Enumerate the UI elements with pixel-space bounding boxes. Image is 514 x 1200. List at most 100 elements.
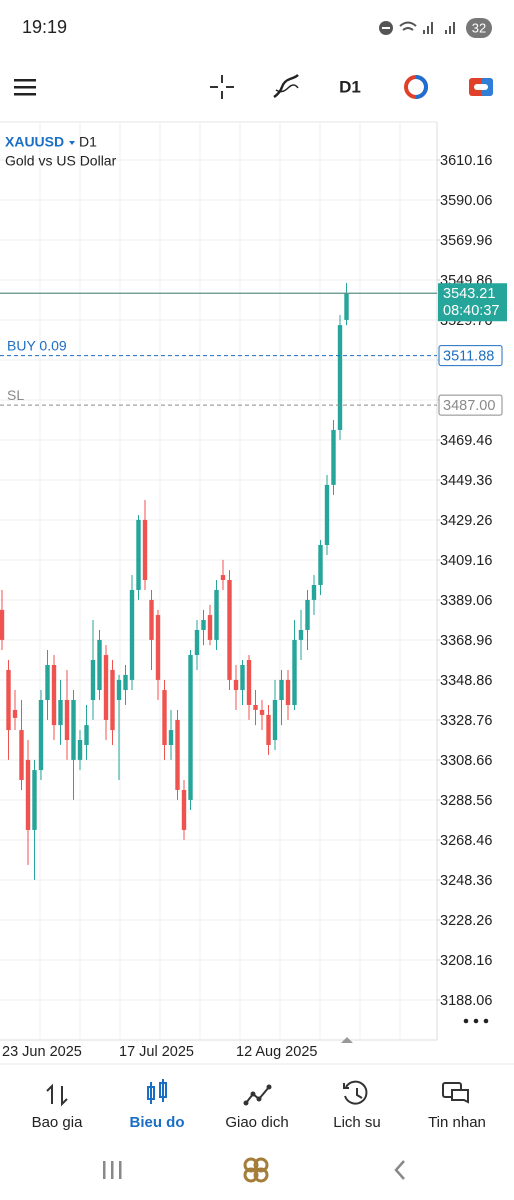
candle-body <box>181 789 187 830</box>
candle-body <box>90 660 96 701</box>
candle-body <box>207 615 213 640</box>
candle-body <box>240 664 245 691</box>
candle-body <box>272 700 278 741</box>
x-tick-label: 17 Jul 2025 <box>119 1044 194 1060</box>
last-price-tag <box>438 283 507 322</box>
history-icon[interactable] <box>343 1080 368 1105</box>
candle-body <box>71 700 76 760</box>
timeframe-button[interactable]: D1 <box>339 77 361 96</box>
candle-body <box>220 575 226 581</box>
candle-body <box>103 655 109 720</box>
plot: 23 Jun 2025 17 Jul 2025 12 Aug 2025 <box>0 282 349 1060</box>
candle-body <box>259 709 265 715</box>
more-button[interactable] <box>463 1018 489 1024</box>
candle-body <box>305 599 310 630</box>
nav-item[interactable]: Bao gia <box>32 1114 84 1131</box>
level-price: 3487.00 <box>443 398 495 414</box>
candle-body <box>331 429 336 485</box>
candle-body <box>32 770 37 830</box>
candle-body <box>58 700 63 726</box>
chart-symbol[interactable]: XAUUSD <box>5 134 64 150</box>
chart-subtitle: Gold vs US Dollar <box>5 153 117 169</box>
candle-body <box>45 664 50 701</box>
candle-body <box>6 669 11 731</box>
crosshair-button[interactable] <box>210 75 234 99</box>
candle-body <box>188 655 193 800</box>
candle-body <box>311 584 317 600</box>
menu-button[interactable] <box>14 79 36 96</box>
y-tick-label: 3348.86 <box>440 673 492 689</box>
objects-button[interactable] <box>404 75 428 99</box>
candle-body <box>279 679 284 701</box>
y-tick-label: 3368.96 <box>440 633 492 649</box>
chart-icon[interactable] <box>147 1079 167 1104</box>
candle-body <box>266 714 271 745</box>
bottom-nav: Bao gia Bieu do Giao dich Lich su Tin nhan <box>32 1079 486 1131</box>
level-name: SL <box>7 387 24 403</box>
candle-body <box>129 589 135 680</box>
candle-body <box>292 639 297 705</box>
recent-apps[interactable] <box>103 1161 122 1179</box>
nav-item[interactable]: Bieu do <box>130 1114 185 1131</box>
nav-item[interactable]: Lich su <box>333 1114 381 1131</box>
candle-body <box>344 293 349 320</box>
y-tick-label: 3328.76 <box>440 713 492 729</box>
grid: 3188.06 3208.16 3228.26 3248.36 3268.46 3288.… <box>0 122 492 1040</box>
candle-body <box>337 325 343 430</box>
level-name: BUY 0.09 <box>7 337 67 353</box>
candle-body <box>155 615 161 680</box>
status-time: 19:19 <box>22 17 67 37</box>
level-tag <box>438 345 503 367</box>
y-tick-label: 3569.96 <box>440 233 492 249</box>
trade-button[interactable] <box>469 78 493 96</box>
candle-body <box>227 580 232 680</box>
system-nav <box>103 1157 405 1183</box>
nav-item[interactable]: Tin nhan <box>428 1114 486 1131</box>
candle-body <box>324 484 330 545</box>
candle-body <box>142 519 148 581</box>
y-tick-label: 3429.26 <box>440 513 492 529</box>
candle-body <box>214 589 219 640</box>
level-tag <box>438 394 503 416</box>
candle-body <box>110 669 115 731</box>
messages-icon[interactable] <box>442 1082 469 1104</box>
chart-timeframe: D1 <box>79 134 97 150</box>
scroll-marker[interactable] <box>341 1037 353 1043</box>
nav-item[interactable]: Giao dich <box>225 1114 288 1131</box>
candle-body <box>285 679 291 705</box>
y-tick-label: 3228.26 <box>440 913 492 929</box>
quotes-icon[interactable] <box>46 1083 68 1107</box>
symbol-dropdown[interactable] <box>69 141 75 145</box>
candle-body <box>0 609 5 640</box>
trade-icon[interactable] <box>243 1084 272 1106</box>
y-tick-label: 3469.46 <box>440 433 492 449</box>
candle-body <box>298 629 304 640</box>
battery-level: 32 <box>472 20 486 35</box>
candle-body <box>253 704 258 710</box>
candle-body <box>51 664 57 726</box>
candle-body <box>84 725 89 745</box>
y-tick-label: 3208.16 <box>440 953 492 969</box>
y-tick-label: 3610.16 <box>440 153 492 169</box>
y-tick-label: 3590.06 <box>440 193 492 209</box>
x-tick-label: 12 Aug 2025 <box>236 1044 317 1060</box>
candle-body <box>318 544 323 585</box>
candle-body <box>97 639 102 691</box>
back-button[interactable] <box>394 1160 405 1180</box>
y-tick-label: 3389.06 <box>440 593 492 609</box>
y-tick-label: 3409.16 <box>440 553 492 569</box>
candle-body <box>233 679 239 691</box>
y-tick-label: 3288.56 <box>440 793 492 809</box>
y-tick-label: 3449.36 <box>440 473 492 489</box>
candle-body <box>77 740 83 760</box>
y-tick-label: 3308.66 <box>440 753 492 769</box>
candle-body <box>149 599 154 640</box>
home-button[interactable] <box>243 1157 269 1183</box>
indicators-button[interactable] <box>273 74 299 99</box>
x-tick-label: 23 Jun 2025 <box>2 1044 82 1060</box>
candle-body <box>201 620 206 630</box>
y-tick-label: 3268.46 <box>440 833 492 849</box>
level-price: 3511.88 <box>443 348 494 364</box>
